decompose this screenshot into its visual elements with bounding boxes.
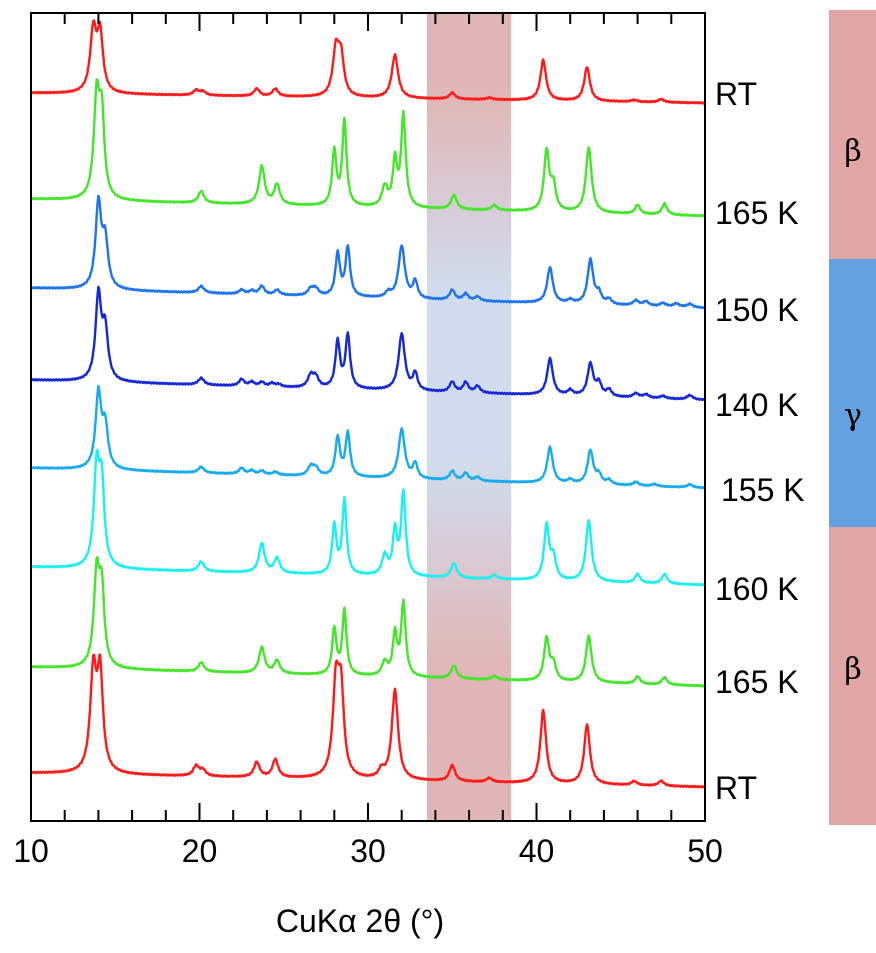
trace-layer [30,19,706,789]
series-line [30,19,706,105]
series-line [30,555,706,688]
phase-segment [829,10,876,259]
series-label: 155 K [721,472,805,508]
x-tick-label: 10 [13,833,49,869]
series-label: 140 K [715,387,799,423]
x-tick-label: 40 [519,833,555,869]
plot-frame [30,12,706,822]
series-label: 150 K [715,292,799,328]
series-line [30,384,706,490]
phase-bar-layer: β γ β [829,10,876,825]
phase-segment [829,527,876,825]
series-line [30,448,706,587]
label-layer: RT 165 K 150 K 140 K 155 K 160 K 165 K RT [715,76,805,806]
series-line [30,194,706,310]
x-tick-label: 20 [182,833,218,869]
highlight-band-layer [426,13,512,821]
series-label: 165 K [715,195,799,231]
phase-label: β [844,134,861,169]
series-line [30,285,706,402]
x-tick-label: 30 [350,833,386,869]
series-label: RT [715,770,757,806]
phase-segment [829,259,876,527]
series-line [30,653,706,789]
series-label: 165 K [715,664,799,700]
series-label: RT [715,76,757,112]
series-label: 160 K [715,571,799,607]
highlight-band [426,13,512,821]
phase-label: γ [844,398,862,433]
phase-label: β [844,652,861,687]
x-tick-label: 50 [687,833,723,869]
x-axis-label: CuKα 2θ (°) [276,903,444,939]
tick-layer: 10 20 30 40 50 [13,13,723,869]
series-line [30,78,706,218]
